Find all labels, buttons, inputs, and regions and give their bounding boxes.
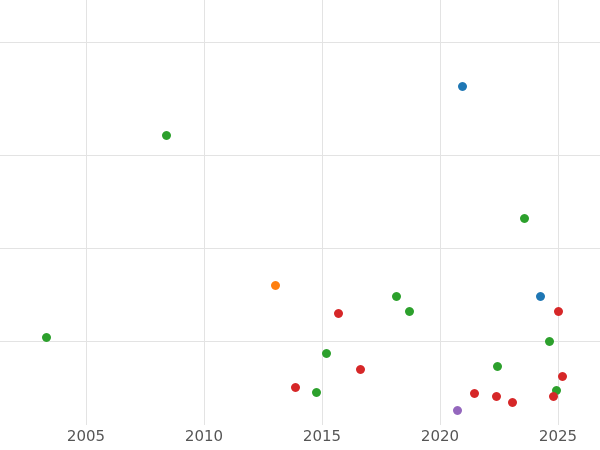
gridline-vertical [204,0,205,425]
gridline-vertical [558,0,559,425]
data-point-green [551,385,561,395]
data-point-green [404,306,414,316]
data-point-green [544,336,554,346]
x-tick-label: 2025 [538,427,578,445]
gridline-horizontal [0,248,600,249]
data-point-red [557,371,567,381]
data-point-red [355,364,365,374]
data-point-red [290,382,300,392]
data-point-green [41,332,51,342]
data-point-orange [270,280,280,290]
x-tick-label: 2010 [184,427,224,445]
gridline-vertical [86,0,87,425]
data-point-red [548,391,558,401]
data-point-green [492,361,502,371]
data-point-red [333,308,343,318]
gridline-horizontal [0,341,600,342]
data-point-green [321,348,331,358]
data-point-purple [452,405,462,415]
data-point-green [161,130,171,140]
data-point-red [553,306,563,316]
data-point-red [491,391,501,401]
data-point-red [469,388,479,398]
data-point-blue [535,291,545,301]
x-tick-label: 2020 [420,427,460,445]
data-point-green [311,387,321,397]
data-point-green [519,213,529,223]
x-tick-label: 2005 [66,427,106,445]
data-point-blue [457,81,467,91]
gridline-vertical [440,0,441,425]
gridline-vertical [322,0,323,425]
gridline-horizontal [0,155,600,156]
data-point-red [507,397,517,407]
data-point-green [391,291,401,301]
x-tick-label: 2015 [302,427,342,445]
gridline-horizontal [0,42,600,43]
